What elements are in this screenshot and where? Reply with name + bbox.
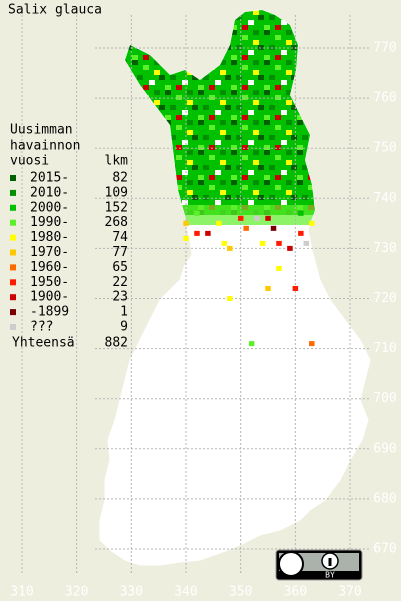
legend-swatch — [10, 204, 16, 211]
legend-swatch — [10, 294, 16, 301]
legend-label: 1950- — [30, 275, 69, 290]
legend-swatch — [10, 324, 16, 330]
x-tick-label: 330 — [120, 585, 143, 600]
legend-count: 109 — [105, 185, 128, 200]
legend-count: 65 — [112, 260, 128, 275]
legend-swatch — [10, 219, 16, 226]
observation-area — [120, 10, 320, 225]
total-count: 882 — [105, 336, 128, 351]
license-badge: BY — [275, 549, 363, 581]
legend-heading: Uusimman — [10, 123, 73, 138]
y-tick-label: 740 — [373, 191, 396, 206]
legend-count: 1 — [120, 305, 128, 320]
legend-heading: havainnon — [10, 139, 80, 154]
observation-square — [227, 245, 233, 251]
legend-label: 2000- — [30, 200, 69, 215]
y-tick-label: 720 — [373, 291, 396, 306]
legend-label: 2010- — [30, 185, 69, 200]
observation-square — [309, 220, 315, 226]
legend-label: ??? — [30, 320, 53, 335]
observation-square — [205, 230, 211, 236]
legend: Uusimman havainnon vuosi lkm Yhteensä 88… — [10, 123, 128, 351]
x-tick-label: 340 — [174, 585, 197, 600]
y-tick-label: 710 — [373, 341, 396, 356]
observation-square — [270, 225, 277, 231]
x-tick-label: 370 — [338, 585, 361, 600]
observation-square — [265, 285, 271, 291]
grid — [21, 15, 370, 575]
y-tick-label: 750 — [373, 141, 396, 156]
observation-square — [276, 265, 282, 271]
legend-count: 22 — [112, 275, 128, 290]
legend-swatch — [10, 309, 16, 316]
x-tick-label: 360 — [284, 585, 307, 600]
legend-count: 23 — [112, 290, 128, 305]
observation-square — [309, 341, 315, 347]
y-tick-label: 690 — [373, 441, 396, 456]
total-label: Yhteensä — [12, 336, 75, 351]
legend-swatch — [10, 264, 16, 271]
observation-square — [243, 225, 249, 231]
legend-label: 1980- — [30, 230, 69, 245]
y-tick-label: 680 — [373, 491, 396, 506]
legend-count: 82 — [112, 171, 128, 186]
northern-observations — [120, 10, 320, 215]
legend-label: 1900- — [30, 290, 69, 305]
observation-square — [194, 210, 200, 216]
legend-label: 1990- — [30, 215, 69, 230]
legend-count: 9 — [120, 320, 128, 335]
legend-swatch — [10, 189, 16, 196]
legend-count: 74 — [112, 230, 128, 245]
by-icon-body — [328, 558, 332, 566]
legend-heading: vuosi — [10, 154, 49, 169]
observation-square — [216, 220, 222, 226]
y-tick-label: 700 — [373, 391, 396, 406]
count-heading: lkm — [105, 154, 129, 169]
observation-square — [287, 245, 293, 251]
legend-count: 268 — [105, 215, 128, 230]
x-tick-label: 310 — [10, 585, 33, 600]
y-tick-label: 730 — [373, 241, 396, 256]
legend-count: 77 — [112, 245, 128, 260]
legend-count: 152 — [105, 200, 128, 215]
observation-square — [183, 235, 189, 241]
legend-swatch — [10, 249, 16, 256]
observation-square — [221, 240, 228, 246]
legend-swatch — [10, 175, 16, 181]
legend-label: -1899 — [30, 305, 69, 320]
observation-square — [265, 215, 271, 221]
observation-square — [298, 230, 304, 236]
observation-square — [259, 240, 266, 246]
legend-label: 1960- — [30, 260, 69, 275]
observation-square — [254, 215, 260, 221]
x-tick-label: 350 — [229, 585, 252, 600]
observation-square — [276, 240, 282, 246]
legend-swatch — [10, 279, 16, 286]
y-tick-label: 770 — [373, 41, 396, 56]
title: Salix glauca — [8, 3, 102, 18]
legend-label: 1970- — [30, 245, 69, 260]
transition-observations — [175, 205, 315, 225]
observation-square — [248, 341, 255, 347]
observation-square — [183, 220, 189, 226]
observation-square — [237, 215, 244, 221]
observation-square — [194, 230, 200, 236]
observation-square — [303, 240, 310, 246]
cc-icon — [278, 551, 304, 577]
observation-square — [298, 210, 304, 216]
badge-label: BY — [325, 571, 335, 580]
legend-swatch — [10, 234, 16, 241]
y-tick-label: 670 — [373, 542, 396, 557]
legend-label: 2015- — [30, 171, 69, 186]
x-tick-label: 320 — [65, 585, 88, 600]
observation-square — [227, 296, 233, 301]
observation-squares — [183, 210, 315, 347]
y-tick-label: 760 — [373, 91, 396, 106]
observation-square — [292, 285, 299, 291]
